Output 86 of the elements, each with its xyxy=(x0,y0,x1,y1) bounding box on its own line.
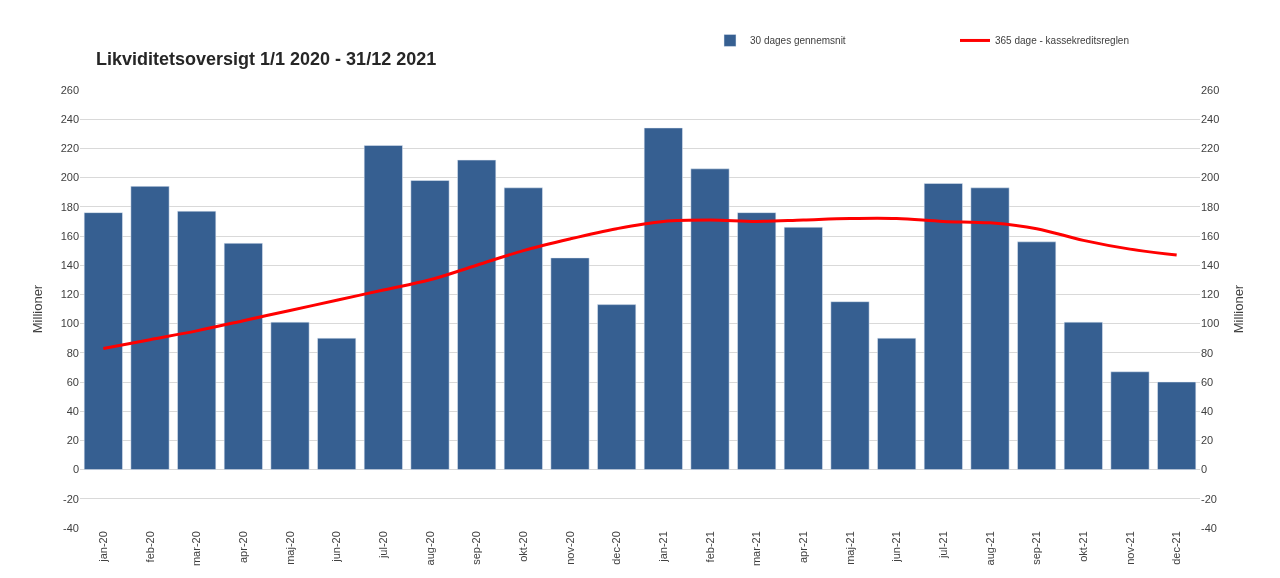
chart-title: Likviditetsoversigt 1/1 2020 - 31/12 2021 xyxy=(96,48,437,69)
bar xyxy=(270,321,310,470)
x-tick-label: apr-20 xyxy=(236,531,249,563)
x-tick-label: maj-21 xyxy=(843,531,856,565)
bar xyxy=(550,257,590,470)
y-tick-label: 220 xyxy=(60,142,79,155)
y-tick-label: -20 xyxy=(63,492,79,505)
line-series xyxy=(101,216,1179,350)
y-tick-label: 20 xyxy=(66,434,79,447)
x-tick-label: dec-21 xyxy=(1170,531,1183,565)
x-tick-label: jul-20 xyxy=(376,531,389,560)
y-tick-label: 0 xyxy=(72,463,79,476)
y2-tick-label: 200 xyxy=(1201,171,1220,184)
bar xyxy=(177,210,217,470)
x-tick-label: dec-20 xyxy=(610,531,623,565)
y2-tick-label: 20 xyxy=(1201,434,1214,447)
bar xyxy=(410,180,450,470)
bar xyxy=(970,187,1010,470)
bar xyxy=(1157,381,1197,470)
bar xyxy=(923,183,963,470)
x-tick-label: sep-20 xyxy=(470,531,483,565)
x-tick-label: feb-20 xyxy=(143,531,156,563)
legend-label: 30 dages gennemsnit xyxy=(750,35,846,47)
bar xyxy=(597,304,637,470)
y-tick-label: 140 xyxy=(60,259,79,272)
y2-tick-label: -40 xyxy=(1201,521,1217,534)
y2-tick-label: 240 xyxy=(1201,113,1220,126)
x-tick-label: feb-21 xyxy=(703,531,716,563)
bar xyxy=(83,212,123,470)
bar xyxy=(783,226,823,470)
bar xyxy=(830,301,870,470)
y2-tick-label: 100 xyxy=(1201,317,1220,330)
x-tick-label: maj-20 xyxy=(283,531,296,565)
y-tick-label: -40 xyxy=(63,521,79,534)
x-tick-label: nov-21 xyxy=(1123,531,1136,565)
x-tick-label: aug-20 xyxy=(423,531,436,566)
y-tick-label: 100 xyxy=(60,317,79,330)
y2-tick-label: 120 xyxy=(1201,288,1220,301)
bar xyxy=(317,337,357,470)
x-tick-label: sep-21 xyxy=(1030,531,1043,565)
x-tick-label: mar-21 xyxy=(750,531,763,567)
bar xyxy=(503,187,543,470)
y-axis-title: Millioner xyxy=(29,284,45,334)
x-tick-label: jun-21 xyxy=(890,531,903,563)
x-tick-label: okt-21 xyxy=(1076,531,1089,562)
y2-tick-label: -20 xyxy=(1201,492,1217,505)
bar xyxy=(1017,241,1057,470)
y2-tick-label: 160 xyxy=(1201,229,1220,242)
y2-tick-label: 140 xyxy=(1201,259,1220,272)
x-tick-label: nov-20 xyxy=(563,531,576,565)
x-tick-label: jun-20 xyxy=(330,531,343,563)
y-tick-label: 60 xyxy=(66,375,79,388)
bar xyxy=(737,212,777,470)
x-tick-label: apr-21 xyxy=(796,531,809,563)
y2-tick-label: 40 xyxy=(1201,405,1214,418)
bar xyxy=(457,159,497,470)
bar xyxy=(1063,321,1103,470)
legend-label: 365 dage - kassekreditsreglen xyxy=(995,35,1129,47)
x-tick-label: mar-20 xyxy=(190,531,203,567)
y2-tick-label: 80 xyxy=(1201,346,1214,359)
bar xyxy=(690,168,730,470)
y-tick-label: 160 xyxy=(60,229,79,242)
bar xyxy=(130,186,170,470)
bar xyxy=(223,243,263,470)
y2-axis-title: Millioner xyxy=(1230,284,1246,334)
y-tick-label: 240 xyxy=(60,113,79,126)
x-tick-label: okt-20 xyxy=(516,531,529,562)
bar xyxy=(363,145,403,470)
bar xyxy=(1110,371,1150,470)
y2-tick-label: 180 xyxy=(1201,200,1220,213)
y-tick-label: 200 xyxy=(60,171,79,184)
y-tick-label: 40 xyxy=(66,405,79,418)
y2-tick-label: 60 xyxy=(1201,375,1214,388)
y-tick-label: 120 xyxy=(60,288,79,301)
y-tick-label: 80 xyxy=(66,346,79,359)
x-tick-label: jan-20 xyxy=(96,531,109,563)
x-tick-label: jul-21 xyxy=(936,531,949,560)
bar xyxy=(643,127,683,470)
y2-tick-label: 220 xyxy=(1201,142,1220,155)
y2-tick-label: 0 xyxy=(1201,463,1208,476)
x-tick-label: aug-21 xyxy=(983,531,996,566)
bar xyxy=(877,337,917,470)
y2-tick-label: 260 xyxy=(1201,83,1220,96)
x-tick-label: jan-21 xyxy=(656,531,669,563)
y-tick-label: 180 xyxy=(60,200,79,213)
y-tick-label: 260 xyxy=(60,83,79,96)
